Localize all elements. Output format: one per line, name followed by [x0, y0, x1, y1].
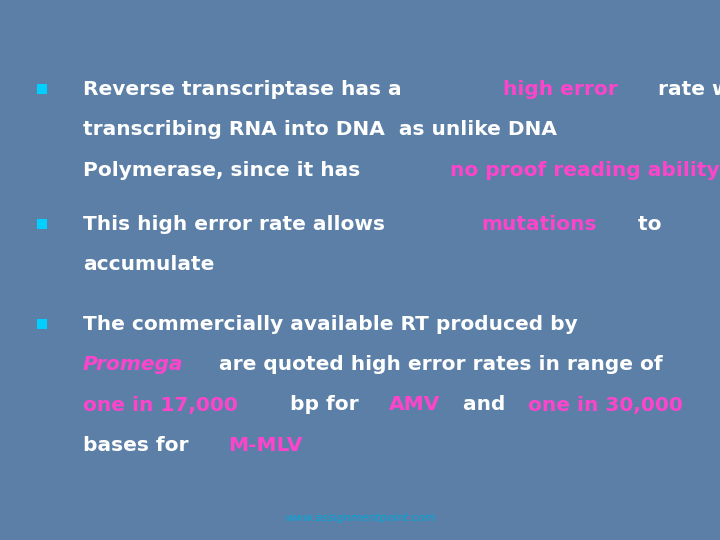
- Text: Polymerase, since it has: Polymerase, since it has: [83, 160, 367, 180]
- Text: high error: high error: [503, 79, 618, 99]
- Text: Reverse transcriptase has a: Reverse transcriptase has a: [83, 79, 408, 99]
- Text: are quoted high error rates in range of: are quoted high error rates in range of: [212, 355, 663, 374]
- Text: Promega: Promega: [83, 355, 184, 374]
- Text: mutations: mutations: [482, 214, 597, 234]
- Text: to: to: [631, 214, 661, 234]
- Text: bases for: bases for: [83, 436, 195, 455]
- Text: rate when: rate when: [651, 79, 720, 99]
- Text: no proof reading ability: no proof reading ability: [449, 160, 719, 180]
- Text: transcribing RNA into DNA  as unlike DNA: transcribing RNA into DNA as unlike DNA: [83, 120, 557, 139]
- Text: AMV: AMV: [390, 395, 441, 415]
- Text: accumulate: accumulate: [83, 255, 214, 274]
- Text: one in 17,000: one in 17,000: [83, 395, 238, 415]
- Text: This high error rate allows: This high error rate allows: [83, 214, 392, 234]
- Text: The commercially available RT produced by: The commercially available RT produced b…: [83, 314, 577, 334]
- Text: one in 30,000: one in 30,000: [528, 395, 683, 415]
- Text: www.assignmentpoint.com: www.assignmentpoint.com: [284, 514, 436, 523]
- Text: M-MLV: M-MLV: [228, 436, 302, 455]
- Text: and: and: [456, 395, 512, 415]
- Text: bp for: bp for: [283, 395, 365, 415]
